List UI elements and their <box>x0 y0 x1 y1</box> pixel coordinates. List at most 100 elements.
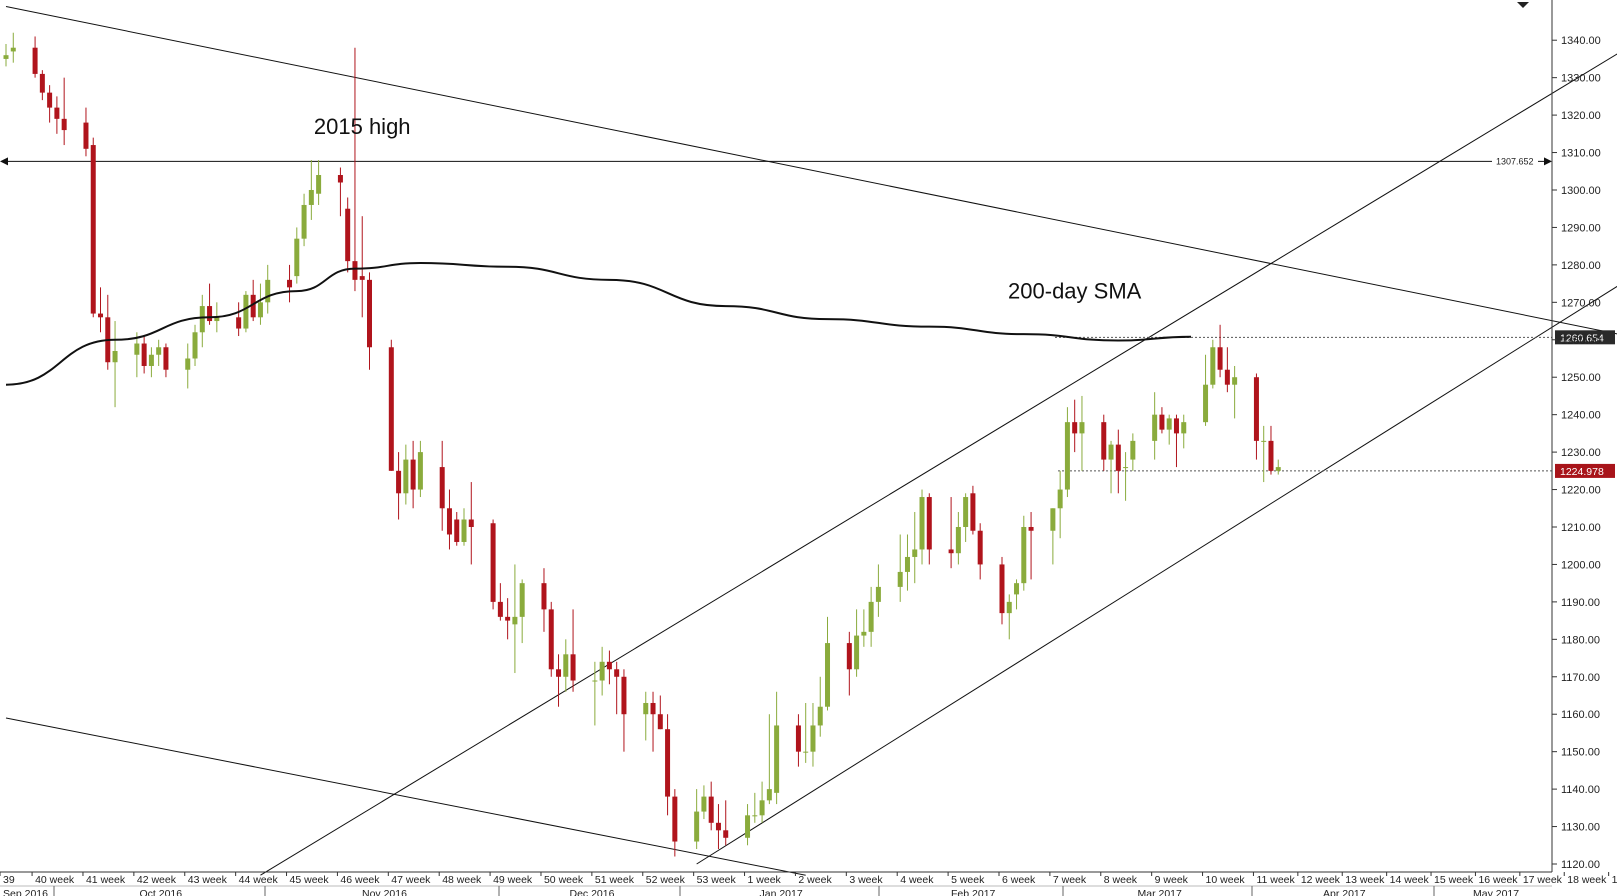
week-label: 2 week <box>798 874 832 886</box>
candle-up <box>919 497 925 550</box>
week-label: 47 week <box>391 874 431 886</box>
candle-down <box>83 122 89 149</box>
candle-down <box>250 294 256 318</box>
candle-up <box>752 815 758 817</box>
candle-down <box>1268 440 1274 471</box>
candle-up <box>963 497 969 527</box>
candle-up <box>861 631 867 636</box>
candle-down <box>32 47 38 74</box>
annotation-layer: 2015 high 200-day SMA <box>314 114 1142 304</box>
price-tick-label: 1250.00 <box>1561 372 1601 384</box>
annotation-200-day-sma: 200-day SMA <box>1008 279 1142 304</box>
week-label: 1 week <box>748 874 782 886</box>
candle-down <box>1115 444 1121 471</box>
candle-down <box>948 549 954 554</box>
candle-down <box>163 347 169 370</box>
candle-up <box>817 706 823 726</box>
candle-up <box>257 302 263 318</box>
candle-up <box>156 347 162 355</box>
week-label: 7 week <box>1053 874 1087 886</box>
candle-up <box>199 306 205 333</box>
candle-down <box>367 279 372 348</box>
week-label: 42 week <box>137 874 177 886</box>
week-label: 53 week <box>697 874 737 886</box>
trendline-layer <box>5 6 1617 876</box>
candle-up <box>875 586 881 602</box>
price-tag <box>1555 330 1615 345</box>
candle-down <box>468 519 474 527</box>
candle-up <box>134 343 140 355</box>
week-label: 8 week <box>1104 874 1138 886</box>
month-label: Nov 2016 <box>362 888 407 896</box>
month-label: Jan 2017 <box>760 888 803 896</box>
candle-up <box>1057 489 1063 509</box>
week-label: 12 week <box>1301 874 1341 886</box>
month-label: Sep 2016 <box>3 888 48 896</box>
candle-down <box>454 519 460 542</box>
price-tick-label: 1310.00 <box>1561 148 1601 160</box>
candle-down <box>926 497 932 550</box>
candle-up <box>825 643 831 707</box>
week-label: 52 week <box>646 874 686 886</box>
candle-up <box>112 351 118 363</box>
candle-up <box>308 189 314 205</box>
price-tick-label: 1150.00 <box>1561 747 1600 759</box>
week-label: 5 week <box>951 874 985 886</box>
candle-up <box>1210 347 1216 385</box>
week-label: 43 week <box>188 874 228 886</box>
candle-down <box>541 583 547 610</box>
candle-up <box>592 680 598 682</box>
time-axis[interactable]: 39 40 week 41 week 42 week 43 week 44 week 45 … <box>0 871 1617 896</box>
candle-up <box>868 601 874 632</box>
candle-up <box>694 811 700 842</box>
candle-down <box>410 459 416 490</box>
candle-down <box>715 822 721 831</box>
candle-down <box>665 729 671 797</box>
candle-up <box>1079 422 1085 434</box>
price-axis[interactable]: 1120.00 1130.00 1140.00 1150.00 1160.00 1170.… <box>1551 0 1601 872</box>
candle-up <box>3 55 9 59</box>
price-tick-label: 1290.00 <box>1561 222 1601 234</box>
candle-up <box>192 332 198 359</box>
candle-down <box>970 493 976 531</box>
candle-down <box>39 73 45 93</box>
month-label: Apr 2017 <box>1323 888 1366 896</box>
candle-up <box>904 556 910 572</box>
candle-up <box>1261 440 1267 442</box>
trendline-lower-descending <box>5 717 806 876</box>
week-label: 18 week <box>1567 874 1607 886</box>
candle-up <box>897 571 903 587</box>
price-tick-label: 1230.00 <box>1561 447 1601 459</box>
candle-down <box>47 92 53 108</box>
candle-down <box>708 796 714 823</box>
week-label: 39 <box>3 874 15 886</box>
candle-up <box>214 317 220 322</box>
trendline-channel-lower <box>696 285 1617 865</box>
week-label: 9 week <box>1155 874 1189 886</box>
candle-down <box>1217 347 1223 370</box>
month-label: Oct 2016 <box>140 888 183 896</box>
week-label: 17 week <box>1523 874 1563 886</box>
price-tick-label: 1220.00 <box>1561 485 1601 497</box>
candle-down <box>672 796 678 842</box>
candle-down <box>606 661 612 670</box>
level-label-bg <box>1492 155 1538 168</box>
candle-up <box>766 789 772 801</box>
scroll-down-icon[interactable] <box>1517 2 1529 8</box>
week-label: 16 week <box>1478 874 1518 886</box>
week-label: 10 week <box>1206 874 1246 886</box>
candle-down <box>352 261 358 280</box>
candle-down <box>1028 526 1034 531</box>
candle-down <box>1072 422 1078 434</box>
week-label: 44 week <box>239 874 279 886</box>
candle-down <box>723 830 729 838</box>
candle-down <box>337 175 343 183</box>
level-label: 1307.652 <box>1496 156 1534 166</box>
candle-up <box>774 725 780 793</box>
candle-down <box>1159 414 1165 430</box>
price-tick-label: 1200.00 <box>1561 559 1601 571</box>
right-arrow-icon <box>1544 157 1552 166</box>
candle-down <box>977 530 983 565</box>
week-label: 49 week <box>493 874 533 886</box>
